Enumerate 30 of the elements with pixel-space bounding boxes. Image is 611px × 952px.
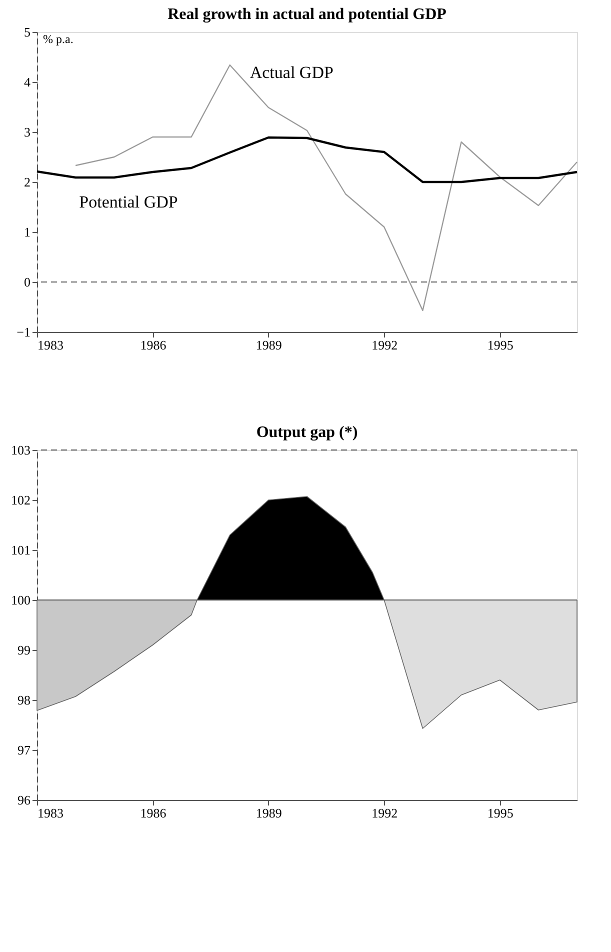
x-tick-label: 1995 bbox=[487, 806, 514, 820]
y-tick-label: 1 bbox=[24, 224, 30, 240]
y-tick-label: 96 bbox=[18, 792, 31, 808]
y-tick-label: 2 bbox=[24, 174, 30, 190]
y-tick-label: 4 bbox=[24, 74, 31, 90]
x-tick-label: 1995 bbox=[487, 338, 514, 352]
x-tick-label: 1992 bbox=[372, 338, 398, 352]
y-tick-label: 98 bbox=[18, 692, 30, 708]
y-tick-label: 5 bbox=[24, 24, 30, 40]
y-tick-label: 102 bbox=[11, 492, 30, 508]
x-tick-label: 1989 bbox=[256, 338, 282, 352]
x-tick-label: 1992 bbox=[372, 806, 398, 820]
x-tick-label: 1983 bbox=[38, 806, 64, 820]
y-tick-label: 99 bbox=[18, 642, 30, 658]
chart-title: Real growth in actual and potential GDP bbox=[168, 6, 447, 23]
x-tick-label: 1983 bbox=[38, 338, 64, 352]
y-axis-title: % p.a. bbox=[43, 32, 74, 46]
y-tick-label: 100 bbox=[11, 592, 30, 608]
y-tick-label: 101 bbox=[11, 542, 30, 558]
series-label: Potential GDP bbox=[79, 192, 178, 212]
y-tick-label: 103 bbox=[11, 442, 30, 458]
x-tick-label: 1986 bbox=[140, 806, 167, 820]
x-tick-label: 1986 bbox=[140, 338, 167, 352]
series-label: Actual GDP bbox=[250, 63, 334, 82]
chart-title: Output gap (*) bbox=[256, 424, 358, 441]
y-tick-label: 3 bbox=[24, 124, 30, 140]
x-tick-label: 1989 bbox=[256, 806, 282, 820]
y-tick-label: −1 bbox=[16, 324, 30, 340]
y-tick-label: 97 bbox=[18, 742, 31, 758]
y-tick-label: 0 bbox=[24, 274, 30, 290]
